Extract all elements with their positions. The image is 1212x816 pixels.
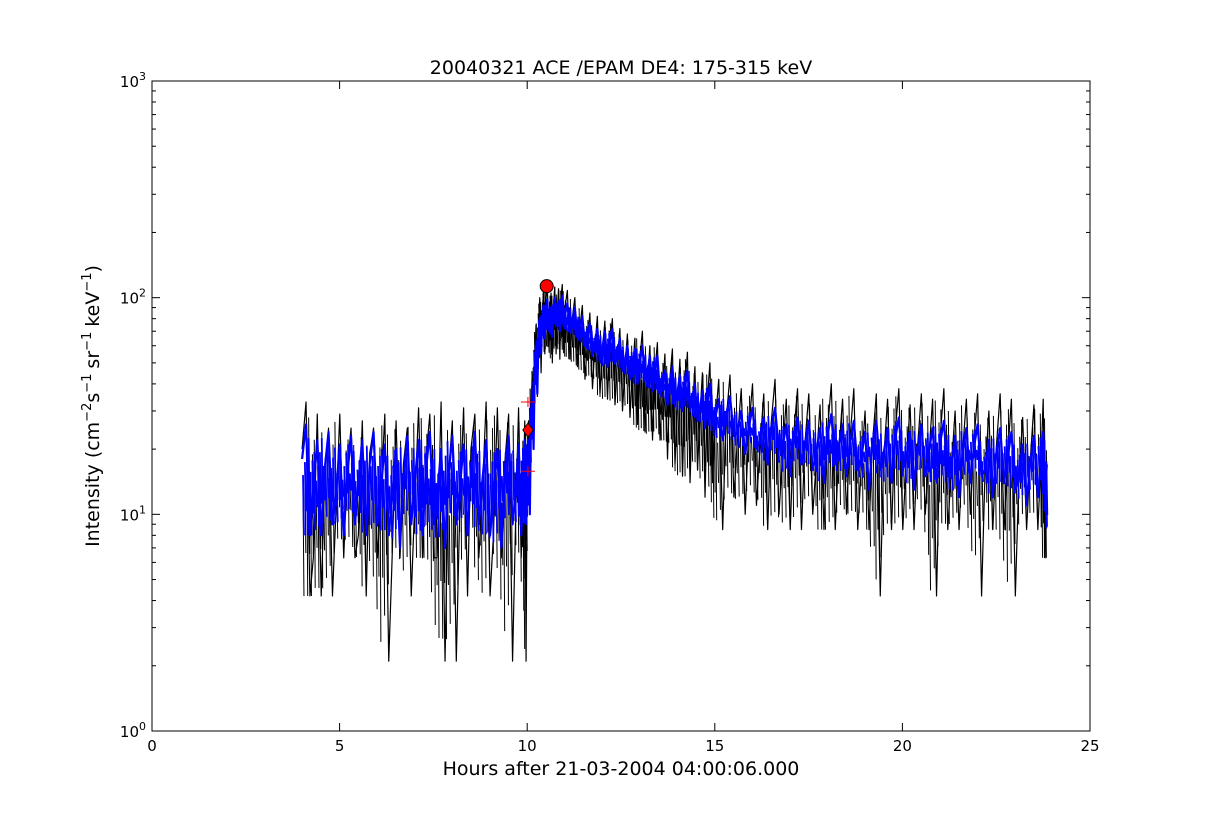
x-tick-label: 10: [518, 737, 537, 755]
error-bound-marker: [520, 466, 535, 477]
x-tick-label: 15: [705, 737, 724, 755]
axes-frame: [151, 80, 1091, 732]
chart-title: 20040321 ACE /EPAM DE4: 175-315 keV: [430, 57, 812, 79]
y-tick-label: 103: [120, 70, 146, 91]
onset-marker: [522, 422, 534, 438]
y-tick-label: 102: [120, 287, 146, 308]
series-smoothed: [300, 294, 1049, 549]
x-tick-label: 25: [1080, 737, 1099, 755]
tick-layer: 0 5 10 15 20 25 100 101 102 103: [120, 70, 1100, 755]
error-bound-marker: [520, 396, 535, 407]
plot-layer: [300, 281, 1049, 662]
marker-layer: [520, 279, 554, 477]
peak-marker: [539, 279, 554, 294]
series-noise-smoothed: [302, 298, 1049, 543]
x-axis-label: Hours after 21-03-2004 04:00:06.000: [443, 758, 800, 780]
x-tick-label: 5: [335, 737, 345, 755]
y-tick-label: 101: [120, 503, 146, 524]
x-tick-label: 20: [893, 737, 912, 755]
y-axis-label: Intensity (cm−2s−1sr−1keV−1): [80, 265, 104, 547]
y-tick-label: 100: [120, 720, 146, 741]
x-tick-label: 0: [147, 737, 157, 755]
